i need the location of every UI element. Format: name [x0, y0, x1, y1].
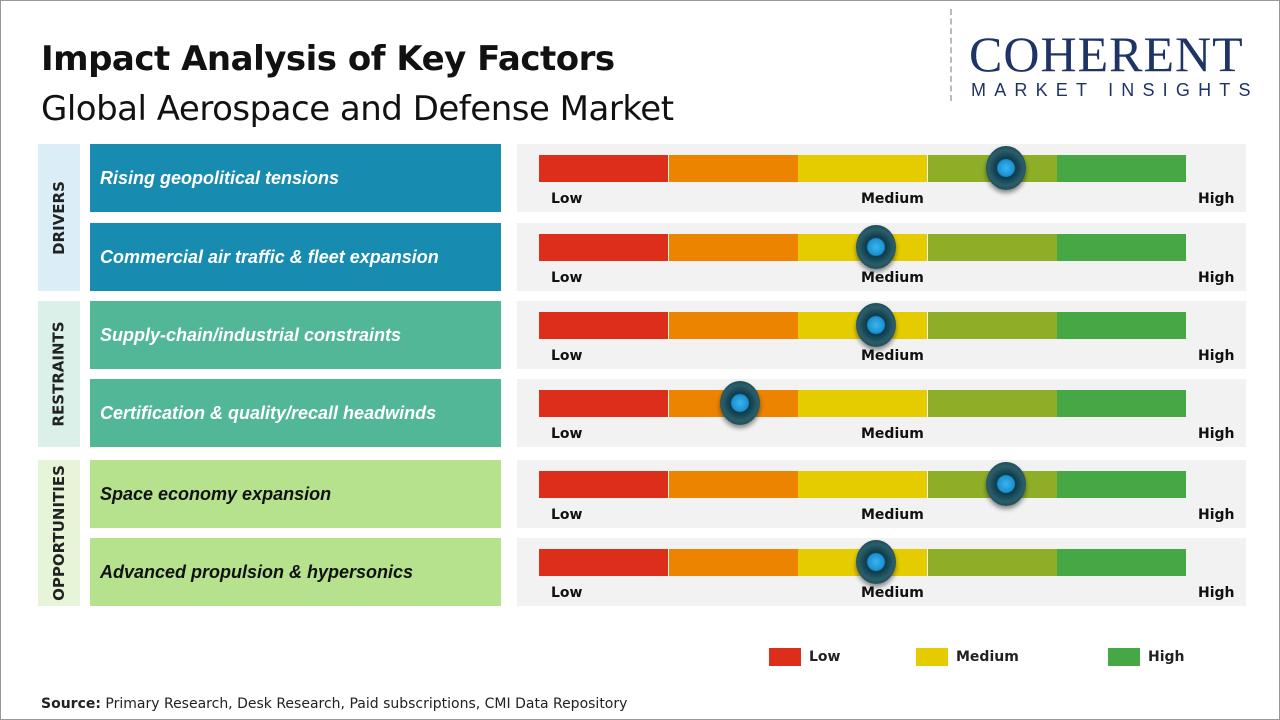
legend-item: Low	[769, 648, 840, 666]
factor-label: Rising geopolitical tensions	[90, 144, 501, 212]
impact-gauge: Low Medium High	[517, 538, 1246, 606]
scale-label-high: High	[1198, 191, 1235, 207]
page-title: Impact Analysis of Key Factors	[41, 39, 615, 79]
impact-marker	[855, 303, 896, 347]
category-label: OPPORTUNITIES	[50, 465, 68, 601]
category-drivers: DRIVERS	[38, 144, 80, 291]
category-opportunities: OPPORTUNITIES	[38, 460, 80, 606]
category-restraints: RESTRAINTS	[38, 301, 80, 447]
gauge-segment	[1057, 234, 1187, 261]
gauge-segment	[1057, 390, 1187, 417]
gauge-segment	[668, 155, 798, 182]
scale-label-low: Low	[551, 585, 583, 601]
scale-label-high: High	[1198, 348, 1235, 364]
impact-gauge: Low Medium High	[517, 223, 1246, 291]
gauge-segment	[927, 312, 1057, 339]
gauge-segment	[1057, 312, 1187, 339]
gauge-segment	[798, 390, 928, 417]
legend-item: High	[1108, 648, 1185, 666]
source-label: Source:	[41, 696, 101, 712]
impact-marker	[855, 540, 896, 584]
impact-marker	[985, 146, 1026, 190]
gauge-segment	[668, 471, 798, 498]
factor-label: Advanced propulsion & hypersonics	[90, 538, 501, 606]
scale-label-high: High	[1198, 507, 1235, 523]
gauge-segment	[539, 234, 668, 261]
scale-label-high: High	[1198, 585, 1235, 601]
legend-swatch	[916, 648, 948, 666]
impact-marker	[719, 381, 760, 425]
gauge-segment	[539, 312, 668, 339]
legend-swatch	[769, 648, 801, 666]
logo-tagline: MARKET INSIGHTS	[971, 80, 1259, 100]
scale-label-low: Low	[551, 348, 583, 364]
gauge-segment	[927, 549, 1057, 576]
gauge-segment	[668, 549, 798, 576]
impact-gauge: Low Medium High	[517, 144, 1246, 212]
gauge-segment	[1057, 155, 1187, 182]
scale-label-high: High	[1198, 426, 1235, 442]
impact-marker	[855, 225, 896, 269]
scale-label-medium: Medium	[861, 426, 924, 442]
legend-label: Medium	[956, 649, 1019, 665]
source-text: Primary Research, Desk Research, Paid su…	[100, 696, 628, 712]
impact-gauge: Low Medium High	[517, 301, 1246, 369]
scale-label-high: High	[1198, 270, 1235, 286]
legend-label: Low	[809, 649, 841, 665]
scale-label-medium: Medium	[861, 507, 924, 523]
scale-label-medium: Medium	[861, 191, 924, 207]
gauge-segment	[539, 549, 668, 576]
scale-label-medium: Medium	[861, 270, 924, 286]
impact-gauge: Low Medium High	[517, 379, 1246, 447]
category-label: RESTRAINTS	[50, 321, 69, 427]
scale-label-low: Low	[551, 191, 583, 207]
legend-swatch	[1108, 648, 1140, 666]
gauge-segment	[798, 155, 928, 182]
scale-label-low: Low	[551, 426, 583, 442]
gauge-segment	[668, 312, 798, 339]
gauge-segment	[539, 471, 668, 498]
gauge-segment	[798, 471, 928, 498]
divider	[950, 9, 952, 101]
gauge-segment	[539, 155, 668, 182]
factor-label: Supply-chain/industrial constraints	[90, 301, 501, 369]
gauge-segment	[539, 390, 668, 417]
gauge-segment	[1057, 549, 1187, 576]
impact-gauge: Low Medium High	[517, 460, 1246, 528]
scale-label-low: Low	[551, 507, 583, 523]
source-note: Source: Primary Research, Desk Research,…	[41, 695, 627, 713]
gauge-segment	[927, 390, 1057, 417]
category-label: DRIVERS	[50, 180, 69, 255]
gauge-segment	[1057, 471, 1187, 498]
logo-wordmark: COHERENT	[969, 26, 1244, 82]
factor-label: Commercial air traffic & fleet expansion	[90, 223, 501, 291]
legend-item: Medium	[916, 648, 1019, 666]
gauge-segment	[668, 234, 798, 261]
scale-label-medium: Medium	[861, 348, 924, 364]
legend-label: High	[1148, 649, 1185, 665]
factor-label: Space economy expansion	[90, 460, 501, 528]
page-subtitle: Global Aerospace and Defense Market	[41, 89, 674, 129]
gauge-segment	[927, 234, 1057, 261]
impact-marker	[985, 462, 1026, 506]
factor-label: Certification & quality/recall headwinds	[90, 379, 501, 447]
scale-label-medium: Medium	[861, 585, 924, 601]
scale-label-low: Low	[551, 270, 583, 286]
